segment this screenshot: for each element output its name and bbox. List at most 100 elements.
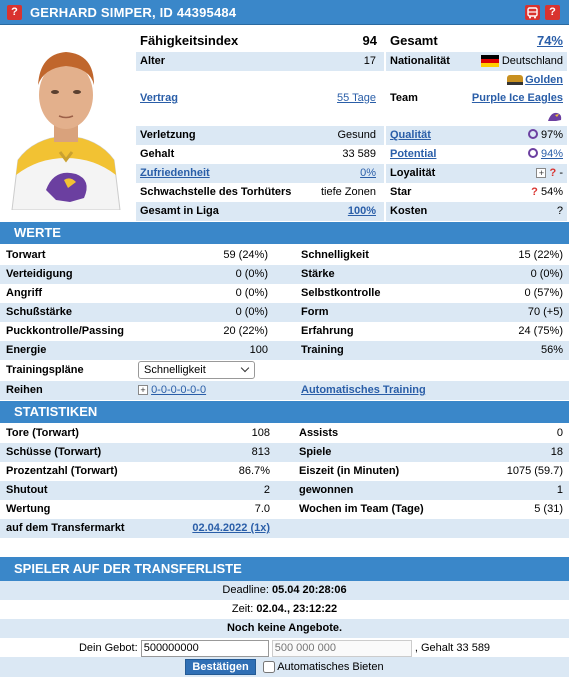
energie-value: 100 bbox=[249, 344, 268, 356]
deadline-value: 05.04 20:28:06 bbox=[271, 584, 347, 596]
bid-row: Dein Gebot: , Gehalt 33 589 bbox=[0, 638, 569, 658]
zeit-row: Zeit: 02.04., 23:12:22 bbox=[0, 600, 569, 619]
training-plan-select[interactable]: Schnelligkeit bbox=[138, 361, 255, 379]
gesamt-value[interactable]: 74% bbox=[536, 33, 563, 48]
loyalitaet-value: + ? - bbox=[536, 164, 563, 183]
auto-training-link[interactable]: Automatisches Training bbox=[301, 384, 426, 396]
prozent-label: Prozentzahl (Torwart) bbox=[6, 465, 118, 477]
wochen-value: 5 (31) bbox=[534, 503, 563, 515]
form-label: Form bbox=[301, 306, 329, 318]
loyalitaet-label: Loyalität bbox=[390, 167, 436, 179]
schnell-label: Schnelligkeit bbox=[301, 249, 369, 261]
auto-bid-label: Automatisches Bieten bbox=[277, 661, 384, 673]
erfahrung-label: Erfahrung bbox=[301, 325, 354, 337]
transfer-section: SPIELER AUF DER TRANSFERLISTE bbox=[0, 557, 569, 581]
zufriedenheit-link[interactable]: Zufriedenheit bbox=[140, 167, 210, 179]
vertrag-value[interactable]: 55 Tage bbox=[337, 92, 376, 104]
no-offers-text: Noch keine Angebote. bbox=[0, 619, 569, 638]
vert-value: 0 (0%) bbox=[235, 268, 268, 280]
bid-formatted-input[interactable] bbox=[271, 639, 412, 657]
transfer-label: auf dem Transfermarkt bbox=[6, 522, 125, 534]
vert-label: Verteidigung bbox=[6, 268, 73, 280]
statistiken-section: STATISTIKEN bbox=[0, 401, 569, 423]
expand-icon[interactable]: + bbox=[536, 168, 547, 179]
qualitaet-link[interactable]: Qualität bbox=[390, 129, 431, 141]
chevron-down-icon bbox=[240, 363, 250, 373]
golden-link[interactable]: Golden bbox=[525, 74, 563, 86]
liga-label: Gesamt in Liga bbox=[140, 205, 219, 217]
zeit-value: 02.04., 23:12:22 bbox=[256, 603, 338, 615]
schuesse-value: 813 bbox=[251, 446, 270, 458]
schuesse-label: Schüsse (Torwart) bbox=[6, 446, 102, 458]
team-link[interactable]: Purple Ice Eagles bbox=[471, 92, 563, 104]
zeit-label: Zeit: bbox=[231, 603, 254, 615]
gehalt-label: Gehalt bbox=[140, 148, 175, 160]
vertrag-link[interactable]: Vertrag bbox=[140, 92, 178, 104]
eiszeit-value: 1075 (59.7) bbox=[506, 465, 563, 477]
spiele-label: Spiele bbox=[299, 446, 332, 458]
schuss-value: 0 (0%) bbox=[235, 306, 268, 318]
alter-value: 17 bbox=[363, 55, 376, 67]
schwach-label: Schwachstelle des Torhüters bbox=[140, 186, 292, 198]
star-question-icon: ? bbox=[531, 186, 538, 198]
kosten-label: Kosten bbox=[390, 205, 428, 217]
assists-label: Assists bbox=[299, 427, 339, 439]
gebot-label: Dein Gebot: bbox=[78, 642, 138, 654]
skill-index-label: Fähigkeitsindex bbox=[140, 33, 239, 48]
nation-value: Deutschland bbox=[480, 52, 563, 71]
skill-index-value: 94 bbox=[362, 33, 377, 48]
verletzung-value: Gesund bbox=[337, 129, 376, 141]
liga-value[interactable]: 100% bbox=[347, 205, 376, 217]
schuss-label: Schußstärke bbox=[6, 306, 73, 318]
gewonnen-label: gewonnen bbox=[299, 484, 354, 496]
training-plan-selected: Schnelligkeit bbox=[144, 364, 206, 376]
eiszeit-label: Eiszeit (in Minuten) bbox=[299, 465, 400, 477]
transfer-link[interactable]: 02.04.2022 (1x) bbox=[192, 522, 270, 534]
wochen-label: Wochen im Team (Tage) bbox=[299, 503, 424, 515]
confirm-row: Bestätigen Automatisches Bieten bbox=[0, 657, 569, 677]
star-value: ? 54% bbox=[531, 183, 563, 202]
player-title: GERHARD SIMPER, ID 44395484 bbox=[30, 5, 237, 20]
erfahrung-value: 24 (75%) bbox=[518, 325, 563, 337]
selbst-label: Selbstkontrolle bbox=[301, 287, 381, 299]
puck-value: 20 (22%) bbox=[223, 325, 268, 337]
torwart-label: Torwart bbox=[6, 249, 46, 261]
golden-badge[interactable]: Golden bbox=[507, 71, 563, 90]
team-label: Team bbox=[390, 92, 418, 104]
deadline-row: Deadline: 05.04 20:28:06 bbox=[0, 581, 569, 600]
schnell-value: 15 (22%) bbox=[518, 249, 563, 261]
potential-target-icon bbox=[527, 148, 538, 159]
kosten-value: ? bbox=[556, 205, 563, 217]
loyalitaet-text: - bbox=[559, 167, 563, 179]
zufriedenheit-value[interactable]: 0% bbox=[360, 167, 376, 179]
schwach-value: tiefe Zonen bbox=[320, 186, 376, 198]
shutout-label: Shutout bbox=[6, 484, 48, 496]
help-icon[interactable]: ? bbox=[7, 5, 22, 20]
question-mark-icon: ? bbox=[549, 167, 557, 179]
prozent-value: 86.7% bbox=[238, 465, 270, 477]
nation-label: Nationalität bbox=[390, 55, 450, 67]
title-bar: ? GERHARD SIMPER, ID 44395484 ? bbox=[0, 0, 569, 25]
alter-label: Alter bbox=[140, 55, 166, 67]
potential-link[interactable]: Potential bbox=[390, 148, 437, 160]
player-avatar bbox=[4, 40, 128, 211]
staerke-value: 0 (0%) bbox=[530, 268, 563, 280]
wertung-label: Wertung bbox=[6, 503, 51, 515]
auto-bid-checkbox[interactable] bbox=[262, 661, 275, 674]
werte-section: WERTE bbox=[0, 222, 569, 244]
angriff-value: 0 (0%) bbox=[235, 287, 268, 299]
quality-target-icon bbox=[527, 129, 538, 140]
star-percent: 54% bbox=[540, 186, 563, 198]
shutout-value: 2 bbox=[263, 484, 270, 496]
confirm-button[interactable]: Bestätigen bbox=[185, 659, 256, 676]
reihen-link[interactable]: 0-0-0-0-0-0 bbox=[151, 384, 207, 396]
tore-value: 108 bbox=[251, 427, 270, 439]
reihen-expand-icon[interactable]: + bbox=[138, 385, 148, 396]
bus-icon[interactable] bbox=[525, 5, 540, 20]
help-icon-right[interactable]: ? bbox=[545, 5, 560, 20]
torwart-value: 59 (24%) bbox=[223, 249, 268, 261]
gewonnen-value: 1 bbox=[556, 484, 563, 496]
potential-value: 94% bbox=[527, 145, 563, 164]
potential-percent[interactable]: 94% bbox=[540, 148, 563, 160]
bid-input[interactable] bbox=[140, 639, 269, 657]
